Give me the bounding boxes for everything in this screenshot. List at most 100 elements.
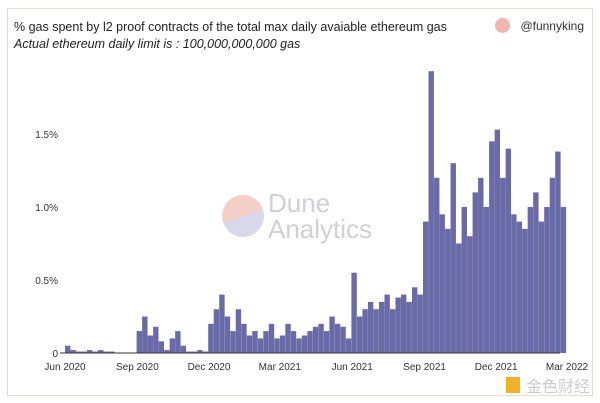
bar [219, 294, 225, 353]
bar [478, 177, 484, 353]
watermark-line2: Analytics [268, 214, 373, 244]
bar [500, 177, 506, 353]
bar [285, 323, 291, 353]
bar [505, 148, 512, 353]
bar [461, 207, 467, 353]
bar [439, 214, 445, 353]
bar [175, 331, 181, 353]
bar [312, 326, 319, 353]
bar [555, 151, 561, 353]
x-tick-label: Jun 2021 [332, 362, 374, 373]
bar [208, 323, 214, 353]
bar [191, 351, 198, 353]
avatar [495, 18, 511, 33]
x-tick-label: Sep 2021 [403, 362, 446, 373]
bar [202, 351, 209, 353]
bar [340, 326, 346, 353]
bar [87, 350, 93, 353]
x-tick-label: Dec 2020 [188, 362, 231, 373]
chart-title: % gas spent by l2 proof contracts of the… [14, 20, 447, 34]
bar [142, 316, 148, 353]
x-tick-label: Mar 2022 [546, 362, 589, 373]
bar [290, 331, 297, 353]
bar [356, 316, 363, 353]
y-tick-label: 0.5% [35, 276, 58, 287]
bar [296, 338, 302, 353]
bar [511, 214, 517, 353]
bar [213, 309, 220, 353]
bar [246, 335, 253, 353]
author-name: @funnyking [520, 18, 584, 33]
bar [252, 331, 258, 353]
bar [224, 316, 231, 353]
bar [268, 323, 275, 353]
bar [362, 309, 368, 353]
bar [153, 326, 159, 353]
bar [65, 345, 71, 353]
bar [428, 71, 434, 353]
bar [373, 309, 379, 353]
bar [456, 243, 462, 353]
bar [544, 207, 550, 353]
bar [434, 177, 440, 353]
bar [516, 221, 523, 353]
x-tick-label: Mar 2021 [259, 362, 302, 373]
bar [472, 192, 478, 353]
y-tick-label: 1.0% [35, 203, 58, 214]
bar [450, 163, 456, 353]
bar [417, 294, 423, 353]
bar [549, 177, 556, 353]
bar [522, 228, 528, 353]
watermark: Dune Analytics [268, 190, 372, 242]
bar [180, 345, 187, 353]
dune-logo-icon [222, 195, 264, 237]
bar [274, 338, 280, 353]
x-tick-label: Jun 2020 [44, 362, 86, 373]
bar [489, 141, 495, 353]
bar [494, 129, 501, 353]
bar [307, 331, 313, 353]
bar [230, 331, 236, 353]
bar [197, 350, 203, 353]
bar [483, 207, 489, 353]
watermark-line1: Dune [268, 188, 331, 218]
bar [423, 221, 429, 353]
bar [445, 228, 451, 353]
bar [538, 221, 545, 353]
bar [323, 331, 330, 353]
bar [136, 331, 143, 353]
bar [241, 323, 247, 353]
bar [527, 207, 534, 353]
bar [560, 207, 567, 353]
bar [384, 294, 390, 353]
author-link[interactable]: @funnyking [495, 18, 584, 33]
bar [76, 351, 82, 353]
bar [467, 236, 473, 353]
bar [378, 301, 385, 353]
bar [318, 323, 324, 353]
bar [70, 350, 76, 353]
y-tick-label: 0 [52, 349, 58, 360]
bar [235, 309, 242, 353]
bar [400, 294, 407, 353]
bar [103, 351, 109, 353]
bar [395, 297, 401, 353]
bar [411, 287, 418, 353]
bar [329, 316, 335, 353]
corner-watermark: 金色财经 [505, 373, 590, 397]
chart-subtitle: Actual ethereum daily limit is : 100,000… [14, 37, 301, 51]
bar [158, 341, 165, 353]
bar [257, 338, 264, 353]
x-tick-label: Sep 2020 [116, 362, 159, 373]
bar [147, 335, 154, 353]
bar [81, 351, 87, 353]
bar [345, 338, 352, 353]
bar [164, 350, 170, 353]
bar [367, 301, 374, 353]
bar [301, 335, 308, 353]
bar [533, 192, 539, 353]
bar [406, 301, 412, 353]
bar [186, 351, 192, 353]
bar [279, 335, 286, 353]
